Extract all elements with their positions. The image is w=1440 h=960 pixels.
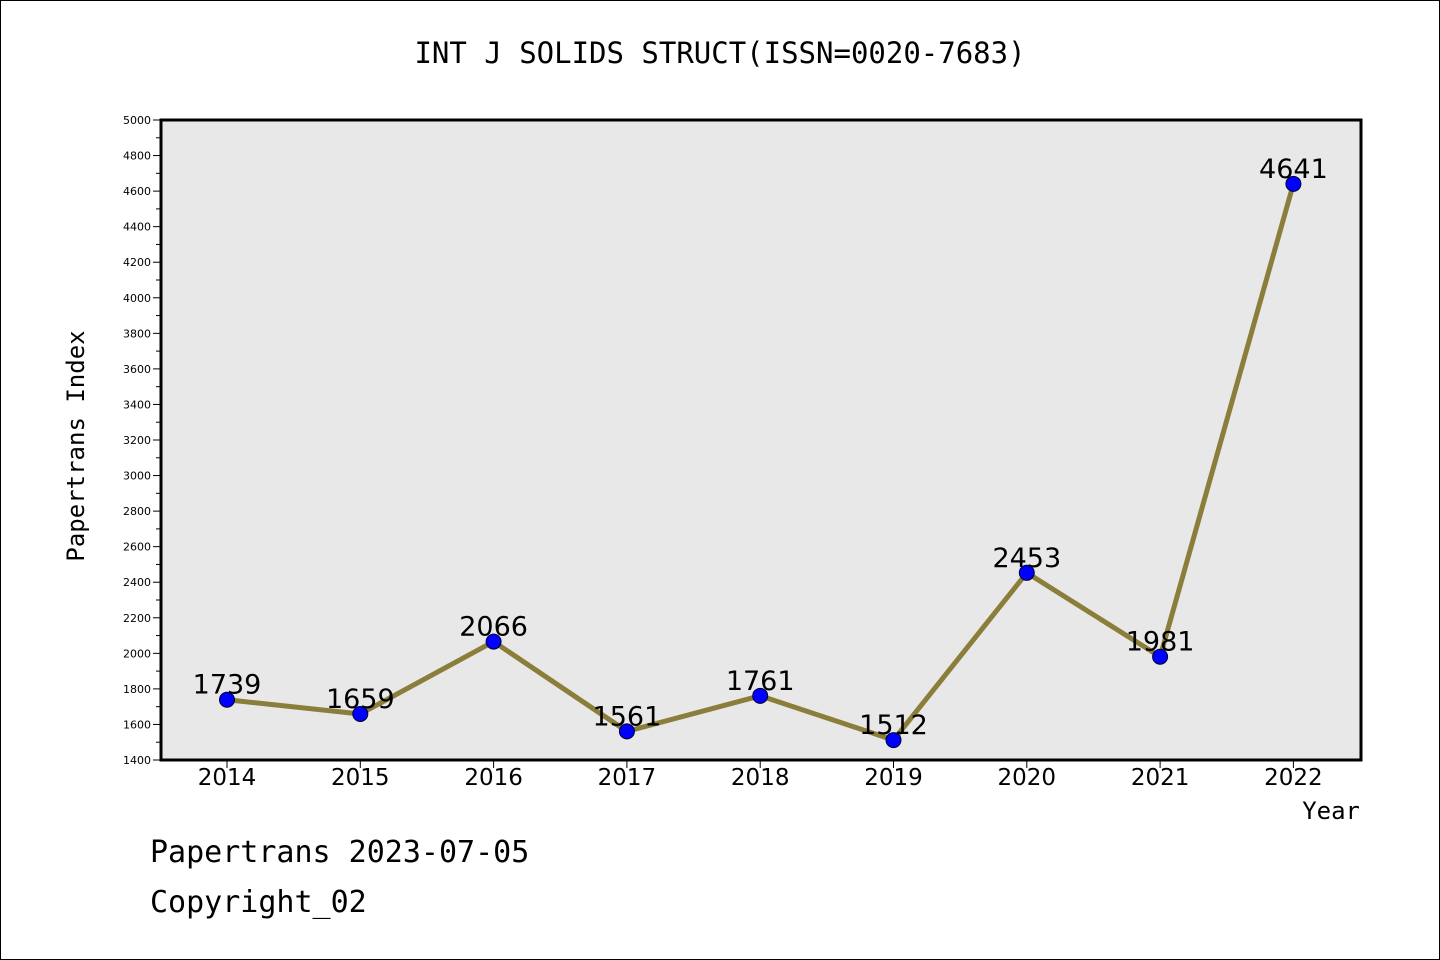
- y-tick-label: 2400: [123, 576, 151, 589]
- data-point: [352, 705, 369, 722]
- data-point: [885, 732, 902, 749]
- y-tick-label: 4800: [123, 150, 151, 163]
- y-tick-label: 4200: [123, 256, 151, 269]
- y-tick-label: 1800: [123, 683, 151, 696]
- x-tick-label: 2018: [731, 765, 790, 791]
- x-tick-label: 2015: [331, 765, 390, 791]
- data-point: [1285, 175, 1302, 192]
- data-point: [618, 723, 635, 740]
- data-label: 1761: [726, 666, 795, 697]
- x-tick-label: 2021: [1131, 765, 1190, 791]
- footer-copyright: Copyright_02: [150, 885, 367, 920]
- x-tick-label: 2020: [998, 765, 1057, 791]
- x-tick-label: 2019: [864, 765, 923, 791]
- data-label: 1512: [859, 710, 928, 741]
- x-tick-label: 2016: [464, 765, 523, 791]
- y-tick-label: 1600: [123, 718, 151, 731]
- y-tick-label: 3000: [123, 470, 151, 483]
- y-tick-label: 3200: [123, 434, 151, 447]
- data-point: [752, 687, 769, 704]
- chart-title: INT J SOLIDS STRUCT(ISSN=0020-7683): [414, 36, 1026, 70]
- y-tick-label: 2800: [123, 505, 151, 518]
- footer-date: Papertrans 2023-07-05: [150, 835, 530, 870]
- data-label: 1561: [593, 701, 662, 732]
- data-label: 1739: [193, 670, 262, 701]
- x-tick-label: 2014: [198, 765, 257, 791]
- y-tick-label: 4400: [123, 221, 151, 234]
- data-label: 2066: [459, 612, 528, 643]
- data-label: 2453: [992, 543, 1061, 574]
- y-axis-label: Papertrans Index: [62, 330, 90, 562]
- y-tick-label: 2000: [123, 647, 151, 660]
- data-label: 1659: [326, 684, 395, 715]
- data-labels: 1739 1659 2066 1561 1761 1512 2453 1981 4641: [193, 154, 1328, 741]
- data-point: [485, 633, 502, 650]
- x-axis-label: Year: [1302, 797, 1360, 825]
- series-layer: [219, 175, 1302, 749]
- plot-area: [161, 120, 1361, 760]
- y-tick-label: 4600: [123, 185, 151, 198]
- plot-border: [159, 118, 1363, 762]
- y-tick-label: 2600: [123, 541, 151, 554]
- y-tick-label: 2200: [123, 612, 151, 625]
- x-axis-ticks: 2014 2015 2016 2017 2018 2019 2020 2021 2022: [198, 760, 1323, 791]
- y-tick-label: 3800: [123, 327, 151, 340]
- y-tick-label: 3400: [123, 398, 151, 411]
- data-label: 1981: [1126, 627, 1195, 658]
- y-tick-label: 4000: [123, 292, 151, 305]
- data-label: 4641: [1259, 154, 1328, 185]
- y-tick-label: 1400: [123, 754, 151, 767]
- x-tick-label: 2017: [598, 765, 657, 791]
- x-tick-label: 2022: [1264, 765, 1323, 791]
- data-point: [1152, 648, 1169, 665]
- y-tick-label: 3600: [123, 363, 151, 376]
- y-axis-ticks: 1400 1600 1800 2000 2200 2400 2600 2800 3000 3200…: [123, 114, 161, 767]
- data-point: [1018, 564, 1035, 581]
- data-point: [219, 691, 235, 708]
- y-tick-label: 5000: [123, 114, 151, 127]
